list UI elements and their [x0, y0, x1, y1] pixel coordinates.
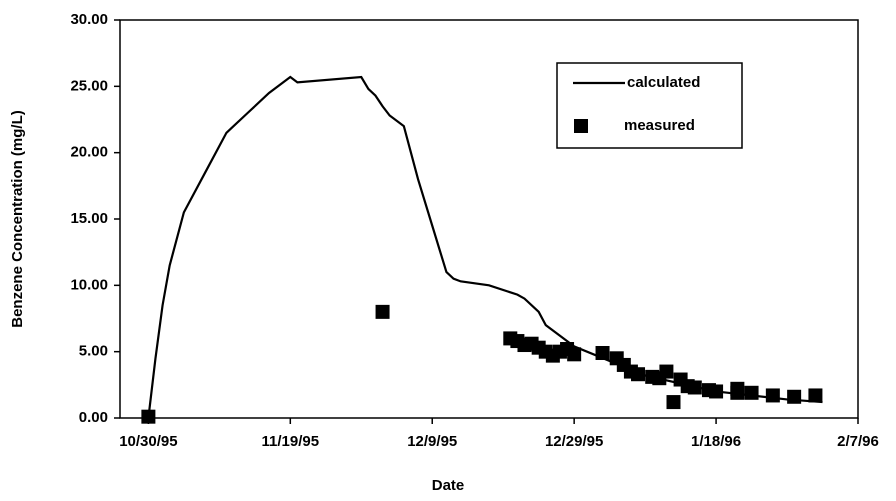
measured-point [730, 385, 745, 400]
measured-point [709, 384, 724, 399]
y-tick-label: 5.00 [79, 343, 108, 360]
measured-point [765, 388, 780, 403]
y-tick-label: 0.00 [79, 409, 108, 426]
measured-point [659, 364, 674, 379]
x-tick-label: 12/29/95 [545, 433, 603, 450]
legend-box [556, 62, 743, 149]
y-tick-label: 25.00 [70, 77, 108, 94]
legend-label: calculated [627, 74, 700, 91]
measured-point [141, 409, 156, 424]
measured-point [595, 345, 610, 360]
y-tick-label: 10.00 [70, 276, 108, 293]
y-axis-label: Benzene Concentration (mg/L) [9, 110, 26, 328]
x-tick-label: 12/9/95 [407, 433, 457, 450]
x-tick-label: 1/18/96 [691, 433, 741, 450]
measured-point [666, 395, 681, 410]
y-tick-label: 20.00 [70, 144, 108, 161]
measured-point [808, 388, 823, 403]
x-tick-label: 10/30/95 [119, 433, 177, 450]
measured-point [631, 367, 646, 382]
measured-point [375, 304, 390, 319]
measured-point [687, 380, 702, 395]
y-tick-label: 30.00 [70, 11, 108, 28]
x-tick-label: 2/7/96 [837, 433, 879, 450]
legend-square [574, 119, 588, 133]
y-tick-label: 15.00 [70, 210, 108, 227]
measured-point [567, 347, 582, 362]
legend-label: measured [624, 117, 695, 134]
x-tick-label: 11/19/95 [262, 433, 320, 450]
plot-area [119, 19, 859, 419]
measured-point [744, 385, 759, 400]
measured-point [787, 389, 802, 404]
x-axis-label: Date [432, 477, 465, 494]
